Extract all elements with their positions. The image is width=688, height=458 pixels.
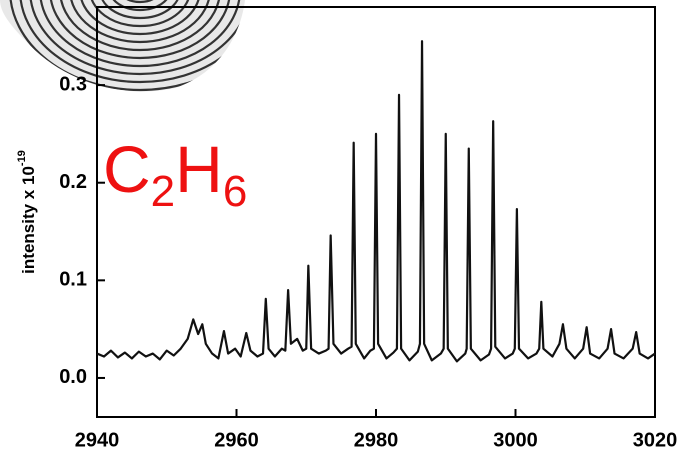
y-axis-label: intensity x 10-19 bbox=[16, 150, 39, 274]
x-tick-label: 3020 bbox=[633, 429, 678, 451]
x-tick-label: 3000 bbox=[493, 429, 538, 451]
formula-subscript: 2 bbox=[151, 167, 175, 216]
y-tick-label: 0.3 bbox=[59, 73, 87, 95]
formula-subscript: 6 bbox=[223, 167, 247, 216]
x-tick-label: 2940 bbox=[75, 429, 120, 451]
plot-area: 0.0 0.1 0.2 0.3 2940 2960 2980 3000 3020 bbox=[59, 6, 678, 451]
y-label-text: intensity x 10 bbox=[19, 166, 38, 274]
y-tick-label: 0.0 bbox=[59, 366, 87, 388]
y-label-exponent: -19 bbox=[16, 150, 28, 166]
spectrum-line bbox=[96, 40, 656, 363]
formula-part: C bbox=[103, 132, 151, 206]
y-tick-label: 0.1 bbox=[59, 269, 87, 291]
x-tick-label: 2980 bbox=[354, 429, 399, 451]
x-tick-label: 2960 bbox=[214, 429, 259, 451]
fingerprint-image bbox=[0, 0, 245, 92]
y-tick-label: 0.2 bbox=[59, 171, 87, 193]
formula-annotation: C2H6 bbox=[103, 132, 247, 216]
formula-part: H bbox=[175, 132, 223, 206]
